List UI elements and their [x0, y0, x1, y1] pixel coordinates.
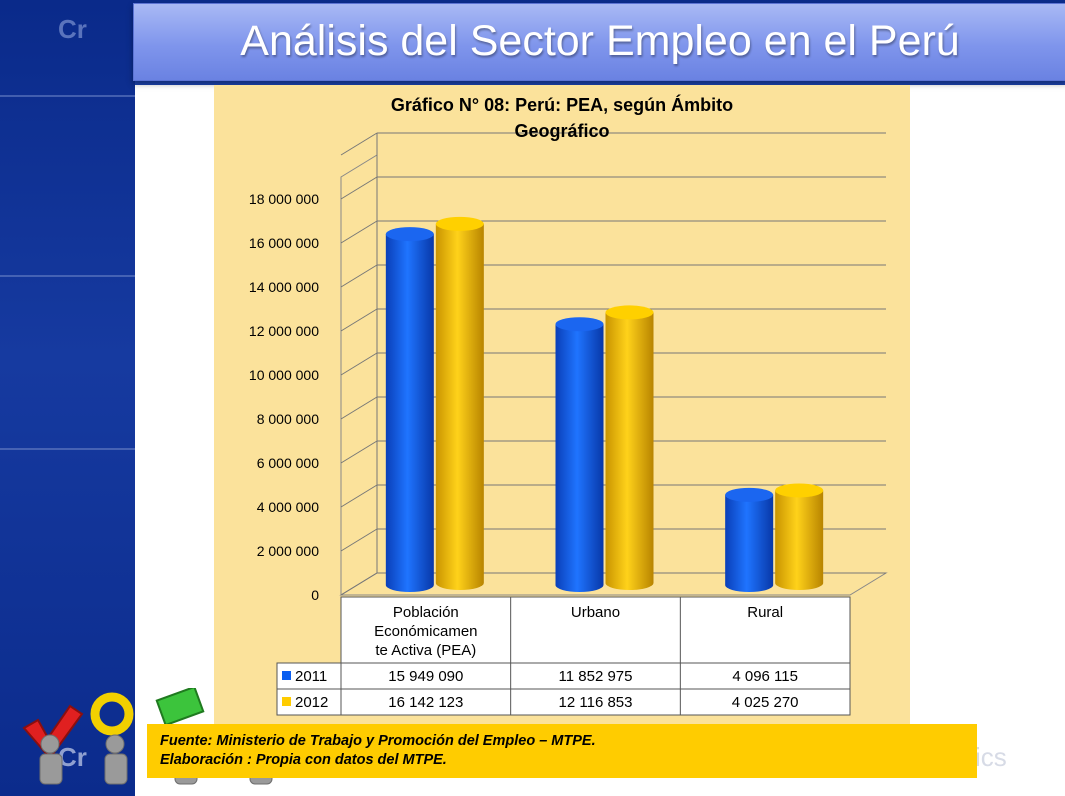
bar-2012-2	[775, 490, 824, 590]
source-line-2: Elaboración : Propia con datos del MTPE.	[160, 752, 447, 768]
legend-swatch-2011	[282, 671, 291, 680]
bar-2012-0	[435, 223, 484, 590]
bar-top-2012-2	[775, 483, 824, 498]
chart-side-wall	[340, 154, 378, 596]
gridline-side	[340, 528, 378, 552]
data-label-2011: 4 096 115	[732, 668, 798, 685]
table-row-2011	[276, 662, 851, 690]
bar-chart: 0 2 000 000 4 000 000 6 000 000 8 000 000 10 …	[249, 132, 888, 716]
bar-2012-1	[605, 312, 654, 590]
gridline-side	[340, 308, 378, 332]
bar-2011-1	[555, 324, 604, 592]
table-row-2012	[276, 688, 851, 716]
legend-label-2011: 2011	[295, 668, 327, 685]
y-tick-label: 18 000 000	[249, 191, 319, 207]
left-background-band	[0, 0, 135, 796]
green-block-icon	[155, 688, 205, 727]
data-label-2011: 11 852 975	[559, 668, 633, 685]
legend-label-2012: 2012	[295, 694, 328, 711]
gridline-side	[340, 440, 378, 464]
background-watermark-text: ics	[975, 742, 1007, 772]
gridline-side	[340, 132, 378, 156]
chart-panel: 0 2 000 000 4 000 000 6 000 000 8 000 000 10 …	[214, 85, 910, 725]
chart-title-line-2: Geográfico	[514, 121, 610, 141]
y-tick-label: 12 000 000	[249, 323, 319, 339]
chart-title-line-1: Gráfico N° 08: Perú: PEA, según Ámbito	[390, 95, 734, 115]
y-tick-label: 6 000 000	[257, 455, 319, 471]
y-tick-label: 2 000 000	[257, 543, 319, 559]
data-label-2012: 4 025 270	[732, 694, 799, 711]
background-logo-text: Cr	[58, 14, 87, 44]
y-tick-label: 10 000 000	[249, 367, 319, 383]
bar-top-2011-1	[555, 317, 604, 332]
gridline-side	[340, 396, 378, 420]
y-tick-label: 0	[311, 587, 319, 603]
x-category-label: Población	[393, 604, 459, 621]
legend-swatch-2012	[282, 697, 291, 706]
page-title: Análisis del Sector Empleo en el Perú	[240, 17, 960, 65]
x-category-label: Rural	[747, 604, 783, 621]
title-bar: Análisis del Sector Empleo en el Perú	[133, 3, 1065, 81]
x-category-label: Económicamen	[374, 623, 477, 640]
y-tick-label: 14 000 000	[249, 279, 319, 295]
gridline-side	[340, 484, 378, 508]
data-label-2011: 15 949 090	[388, 668, 463, 685]
data-label-2012: 12 116 853	[559, 694, 633, 711]
source-note: Fuente: Ministerio de Trabajo y Promoció…	[147, 724, 977, 778]
data-label-2012: 16 142 123	[388, 694, 463, 711]
source-line-1: Fuente: Ministerio de Trabajo y Promoció…	[160, 733, 596, 749]
background-logo-text-bottom: Cr	[58, 742, 87, 772]
gridline-side	[340, 572, 378, 596]
bar-top-2011-0	[385, 227, 434, 242]
x-category-label: Urbano	[571, 604, 620, 621]
gridline-side	[340, 264, 378, 288]
bar-top-2011-2	[725, 487, 774, 502]
table-header-row	[340, 596, 851, 664]
bar-top-2012-1	[605, 305, 654, 320]
bar-2011-2	[725, 494, 774, 592]
yellow-ring-icon	[90, 692, 134, 736]
bar-top-2012-0	[435, 216, 484, 231]
y-tick-label: 8 000 000	[257, 411, 319, 427]
y-tick-label: 16 000 000	[249, 235, 319, 251]
gridline-side	[340, 176, 378, 200]
gridline-side	[340, 352, 378, 376]
x-category-label: te Activa (PEA)	[375, 642, 476, 659]
bar-2011-0	[385, 234, 434, 592]
gridline-side	[340, 220, 378, 244]
y-tick-label: 4 000 000	[257, 499, 319, 515]
